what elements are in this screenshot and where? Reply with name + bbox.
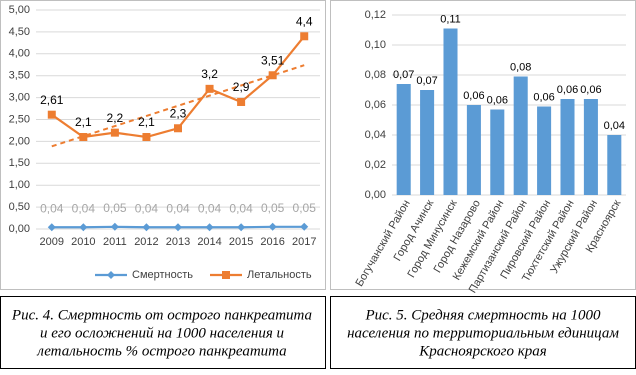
- data-label: 0,08: [510, 61, 531, 73]
- y-tick-label: 0,50: [9, 201, 30, 213]
- point: [269, 223, 277, 231]
- data-label: 2,61: [40, 93, 64, 107]
- data-label: 0,04: [40, 201, 64, 215]
- point: [111, 223, 119, 231]
- y-tick-label: 3,50: [9, 70, 30, 82]
- point: [111, 129, 119, 137]
- data-label: 0,04: [229, 201, 253, 215]
- data-label: 0,11: [440, 13, 461, 25]
- data-label: 2,3: [170, 106, 187, 120]
- x-tick-label: 2009: [40, 236, 64, 248]
- y-tick-label: 0,02: [365, 159, 386, 171]
- y-tick-label: 0,08: [365, 69, 386, 81]
- caption: населения по территориальным единицам: [347, 325, 619, 341]
- data-label: 0,05: [103, 201, 127, 215]
- point: [174, 223, 182, 231]
- bar: [397, 84, 411, 195]
- x-tick-label: 2017: [292, 236, 316, 248]
- y-tick-label: 2,00: [9, 135, 30, 147]
- data-label: 2,1: [75, 115, 92, 129]
- y-tick-label: 1,00: [9, 179, 30, 191]
- y-tick-label: 0,04: [365, 129, 386, 141]
- bar: [420, 90, 434, 195]
- data-label: 4,4: [296, 14, 313, 28]
- caption: Рис. 4. Смертность от острого панкреатит…: [11, 307, 312, 323]
- y-tick-label: 4,50: [9, 26, 30, 38]
- bar: [490, 110, 504, 196]
- point: [142, 223, 150, 231]
- data-label: 0,06: [580, 84, 601, 96]
- data-label: 0,06: [487, 94, 508, 106]
- legend-label: Летальность: [247, 269, 312, 281]
- data-label: 3,51: [261, 53, 285, 67]
- data-label: 0,04: [166, 201, 190, 215]
- y-tick-label: 4,00: [9, 48, 30, 60]
- point: [300, 32, 308, 40]
- data-label: 0,04: [604, 120, 625, 132]
- x-tick-label: 2016: [260, 236, 284, 248]
- caption: Рис. 5. Средняя смертность на 1000: [364, 307, 601, 323]
- data-label: 3,2: [201, 67, 218, 81]
- point: [206, 85, 214, 93]
- point: [237, 223, 245, 231]
- data-label: 0,04: [198, 201, 222, 215]
- point: [237, 98, 245, 106]
- x-tick-label: 2014: [197, 236, 221, 248]
- point: [300, 223, 308, 231]
- x-tick-label: 2010: [71, 236, 95, 248]
- y-tick-label: 0,12: [365, 9, 386, 21]
- data-label: 0,07: [393, 69, 414, 81]
- data-label: 0,06: [557, 84, 578, 96]
- x-tick-label: 2015: [229, 236, 253, 248]
- legend-label: Смертность: [132, 269, 193, 281]
- y-tick-label: 0,10: [365, 39, 386, 51]
- x-tick-label: 2013: [166, 236, 190, 248]
- point: [79, 133, 87, 141]
- data-label: 0,04: [135, 201, 159, 215]
- legend-marker: [222, 271, 230, 279]
- data-label: 2,9: [233, 80, 250, 94]
- bar: [443, 29, 457, 196]
- y-tick-label: 0,06: [365, 99, 386, 111]
- bar: [584, 99, 598, 195]
- point: [269, 71, 277, 79]
- y-tick-label: 0,00: [9, 223, 30, 235]
- data-label: 2,1: [138, 115, 155, 129]
- point: [206, 223, 214, 231]
- bar: [514, 77, 528, 196]
- point: [142, 133, 150, 141]
- legend-marker: [107, 271, 115, 279]
- point: [79, 223, 87, 231]
- bar: [467, 105, 481, 195]
- caption: летальность % острого панкреатита: [36, 343, 286, 359]
- y-tick-label: 3,00: [9, 92, 30, 104]
- caption: и его осложнений на 1000 населения и: [40, 325, 284, 341]
- y-tick-label: 1,50: [9, 157, 30, 169]
- point: [48, 223, 56, 231]
- bar: [607, 135, 621, 195]
- x-tick-label: 2012: [134, 236, 158, 248]
- point: [48, 111, 56, 119]
- y-tick-label: 5,00: [9, 4, 30, 16]
- data-label: 0,07: [416, 75, 437, 87]
- data-label: 0,05: [293, 201, 317, 215]
- data-label: 2,2: [107, 111, 124, 125]
- point: [174, 124, 182, 132]
- data-label: 0,04: [72, 201, 96, 215]
- caption: Красноярского края: [418, 343, 547, 359]
- y-tick-label: 2,50: [9, 113, 30, 125]
- x-tick-label: 2011: [103, 236, 127, 248]
- data-label: 0,05: [261, 201, 285, 215]
- data-label: 0,06: [533, 91, 554, 103]
- bar: [537, 107, 551, 196]
- data-label: 0,06: [463, 90, 484, 102]
- bar: [560, 99, 574, 195]
- y-tick-label: 0,00: [365, 189, 386, 201]
